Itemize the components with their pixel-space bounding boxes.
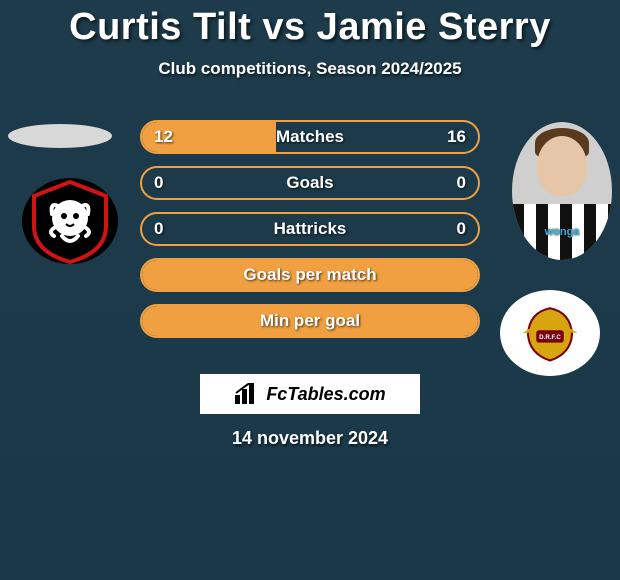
svg-text:D.R.F.C: D.R.F.C — [539, 334, 561, 341]
infographic-date: 14 november 2024 — [0, 428, 620, 449]
player-right-photo: wonga — [512, 122, 612, 260]
player-left-photo — [8, 124, 112, 148]
stat-bar-goals: 0 Goals 0 — [140, 166, 480, 200]
stat-bar-hattricks: 0 Hattricks 0 — [140, 212, 480, 246]
comparison-title: Curtis Tilt vs Jamie Sterry — [0, 0, 620, 49]
stat-label: Min per goal — [142, 306, 478, 336]
stat-value-right: 16 — [447, 122, 466, 152]
stat-label: Hattricks — [142, 214, 478, 244]
stat-label: Goals — [142, 168, 478, 198]
player-right-head — [537, 136, 587, 196]
kit-sponsor-text: wonga — [545, 226, 580, 238]
stats-container: 12 Matches 16 0 Goals 0 0 Hattricks 0 Go… — [140, 120, 480, 350]
stat-bar-matches: 12 Matches 16 — [140, 120, 480, 154]
stat-label: Goals per match — [142, 260, 478, 290]
brand-text: FcTables.com — [266, 384, 385, 405]
stat-bar-goals-per-match: Goals per match — [140, 258, 480, 292]
stat-value-right: 0 — [457, 214, 466, 244]
player-left-club-crest — [20, 176, 120, 266]
comparison-subtitle: Club competitions, Season 2024/2025 — [0, 59, 620, 79]
brand-bars-icon — [234, 383, 260, 405]
player-right-club-crest: D.R.F.C — [500, 290, 600, 376]
stat-value-right: 0 — [457, 168, 466, 198]
player-right-kit: wonga — [512, 204, 612, 260]
stat-label: Matches — [142, 122, 478, 152]
stat-bar-min-per-goal: Min per goal — [140, 304, 480, 338]
brand-badge[interactable]: FcTables.com — [200, 374, 420, 414]
